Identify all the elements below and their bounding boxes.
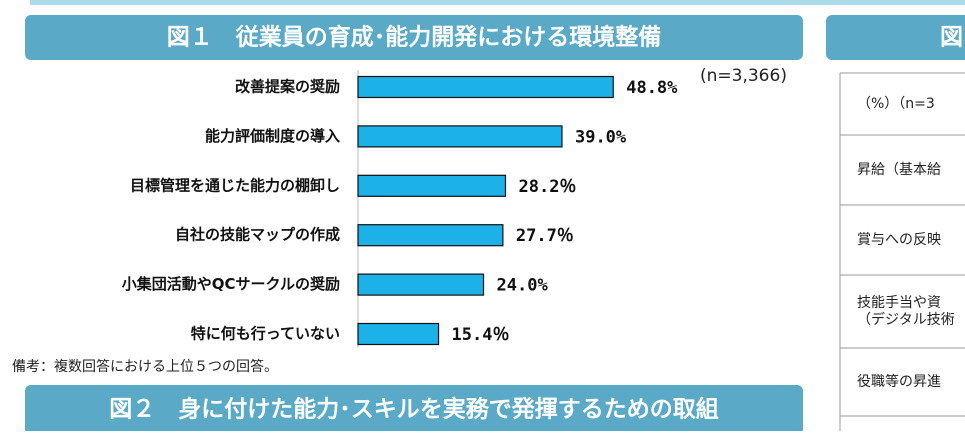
category-label: 目標管理を通じた能力の棚卸し (130, 176, 340, 194)
category-label: 能力評価制度の導入 (205, 127, 340, 145)
value-label: 28.2％ (518, 177, 576, 197)
bar (357, 273, 485, 296)
figure3-title: 図 (940, 25, 963, 51)
bar (357, 125, 563, 148)
figure1-banner (25, 15, 803, 60)
footnote: 備考：複数回答における上位５つの回答。 (12, 358, 278, 375)
chart-title: 図１ 従業員の育成･能力開発における環境整備 (167, 24, 662, 51)
value-label: 48.8% (626, 78, 678, 98)
value-label: 24.0% (497, 276, 549, 296)
bar (357, 174, 507, 197)
table-cell: 賞与への反映 (857, 232, 941, 248)
value-label: 27.7％ (516, 226, 574, 246)
table-cell: 昇給（基本給 (857, 161, 941, 178)
figure3-banner (826, 15, 965, 60)
table-cell: （%）（n=3 (857, 96, 935, 112)
category-label: 自社の技能マップの作成 (175, 226, 340, 244)
figure2-title: 図２ 身に付けた能力･スキルを実務で発揮するための取組 (109, 396, 719, 423)
top-strip (30, 0, 965, 5)
table-cell: 役職等の昇進 (857, 373, 941, 390)
chart-subtitle: (n=3,366) (700, 66, 787, 86)
category-label: 小集団活動やQCサークルの奨励 (122, 275, 340, 293)
figure2-banner (25, 385, 803, 435)
value-label: 39.0% (575, 127, 627, 147)
bar (357, 75, 614, 99)
bar (357, 224, 504, 247)
category-label: 特に何も行っていない (191, 325, 340, 343)
value-label: 15.4％ (452, 325, 510, 345)
bar (357, 322, 440, 346)
bars: 改善提案の奨励 48.8% 能力評価制度の導入 39.0% 目標管理を通じた能力の棚卸し… (122, 75, 678, 346)
table-cell: 技能手当や資（デジタル技術 (857, 295, 955, 328)
category-label: 改善提案の奨励 (235, 78, 340, 96)
